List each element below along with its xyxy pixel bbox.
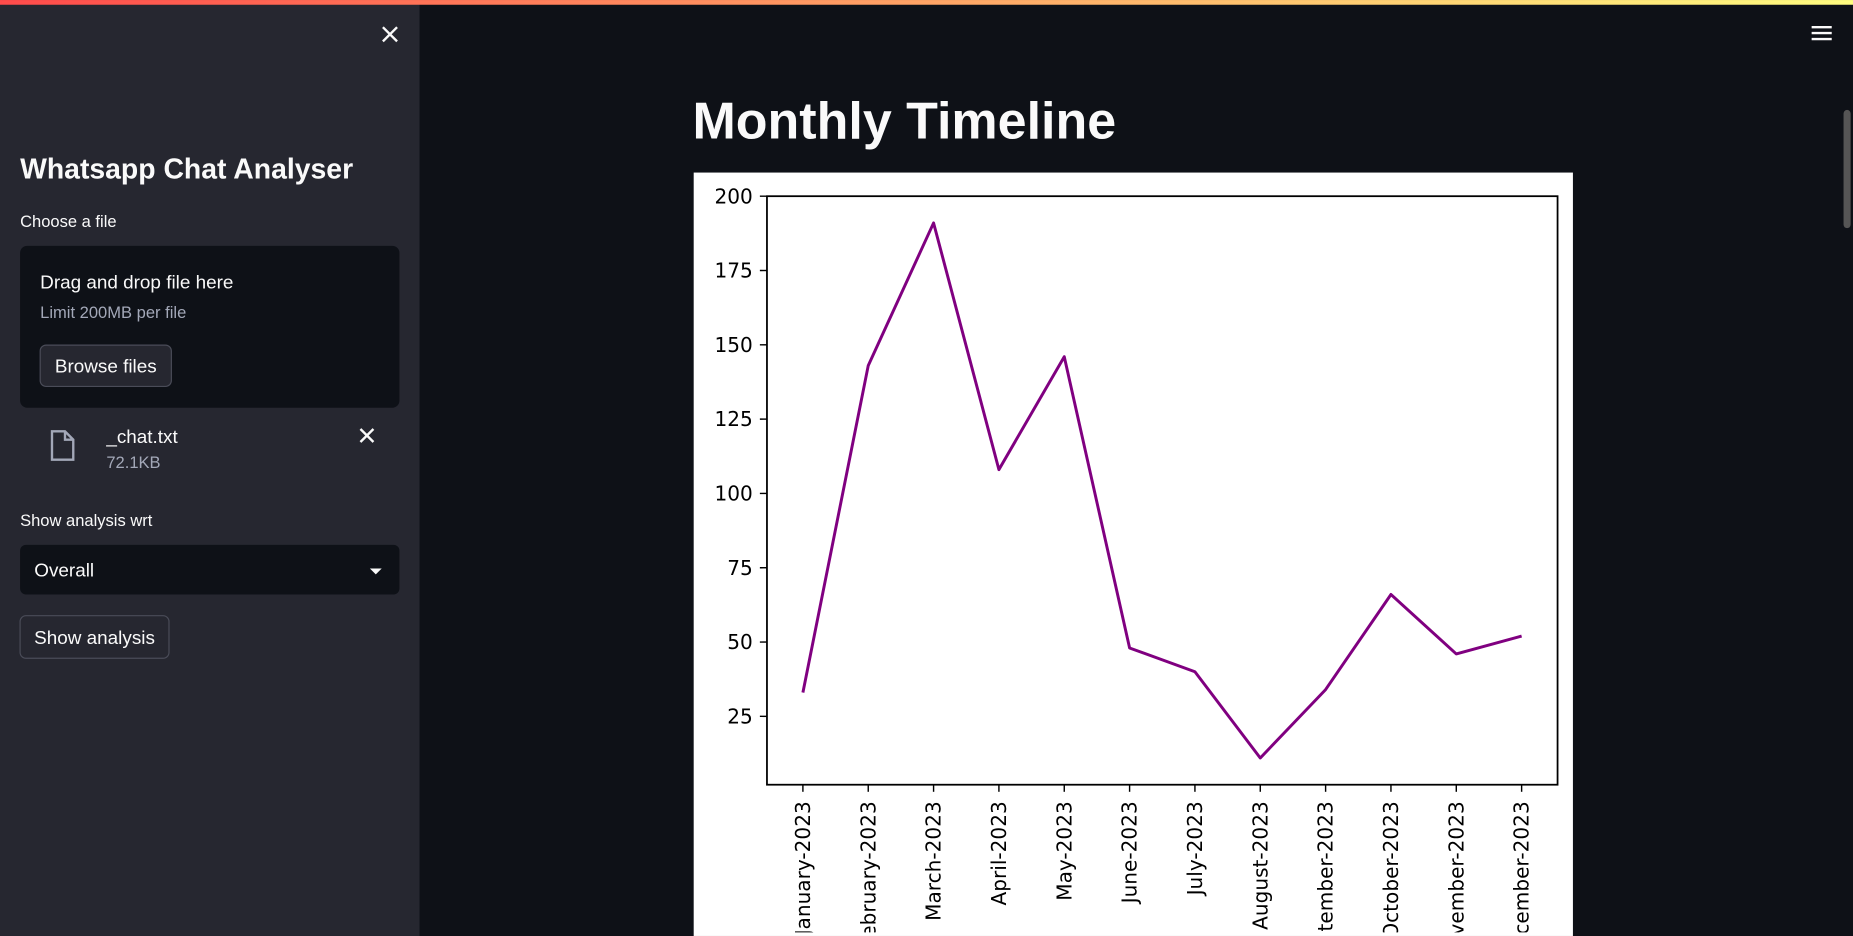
file-label: Choose a file <box>20 212 117 231</box>
axes-frame <box>766 195 1559 786</box>
y-tick-label: 25 <box>727 704 753 728</box>
select-value: Overall <box>34 561 94 582</box>
select-arrow <box>369 568 382 575</box>
y-tick-label: 100 <box>714 482 752 506</box>
x-tick-label: July-2023 <box>1183 801 1207 897</box>
y-tick-label: 175 <box>714 259 752 283</box>
scrollbar[interactable] <box>1843 109 1851 229</box>
browse-button[interactable] <box>39 344 172 388</box>
y-tick-label: 50 <box>727 630 753 654</box>
top-decoration <box>0 0 1853 5</box>
menu-button[interactable] <box>1811 26 1832 41</box>
sidebar <box>0 0 420 936</box>
select-box[interactable] <box>20 544 400 595</box>
y-tick-label: 200 <box>714 184 752 208</box>
y-tick-label: 75 <box>727 556 753 580</box>
drop-text: Drag and drop file here <box>40 272 233 293</box>
plot: 25 50 75 100 125 150 175 200 January-2023 Februar… <box>714 184 1559 936</box>
x-tick-label: May-2023 <box>1052 801 1076 901</box>
file-name: _chat.txt <box>105 427 178 448</box>
x-tick-label: February-2023 <box>856 801 880 936</box>
x-tick-label: April-2023 <box>987 801 1011 905</box>
analysis-button[interactable] <box>19 615 170 659</box>
file-size: 72.1KB <box>106 453 160 472</box>
chart-title: Monthly Timeline <box>693 92 1117 150</box>
x-tick-label: June-2023 <box>1118 801 1142 905</box>
close-sidebar[interactable] <box>382 26 398 43</box>
x-tick-label: January-2023 <box>791 801 815 936</box>
x-tick-label: September-2023 <box>1314 801 1338 936</box>
x-tick-label: March-2023 <box>922 801 946 921</box>
limit-text: Limit 200MB per file <box>40 303 186 322</box>
x-tick-label: August-2023 <box>1248 801 1272 930</box>
x-tick-label: October-2023 <box>1379 801 1403 936</box>
figure <box>693 172 1573 936</box>
file-icon <box>50 430 75 461</box>
x-tick-label: December-2023 <box>1510 801 1534 936</box>
sidebar-title: Whatsapp Chat Analyser <box>20 153 353 185</box>
analysis-button-label: Show analysis <box>34 628 155 649</box>
browse-button-label: Browse files <box>55 356 157 377</box>
line <box>801 221 1523 760</box>
x-tick-label: November-2023 <box>1444 801 1468 936</box>
y-tick-label: 150 <box>714 333 752 357</box>
y-tick-label: 125 <box>714 407 752 431</box>
select-label: Show analysis wrt <box>20 511 153 530</box>
remove-file[interactable] <box>359 428 375 443</box>
